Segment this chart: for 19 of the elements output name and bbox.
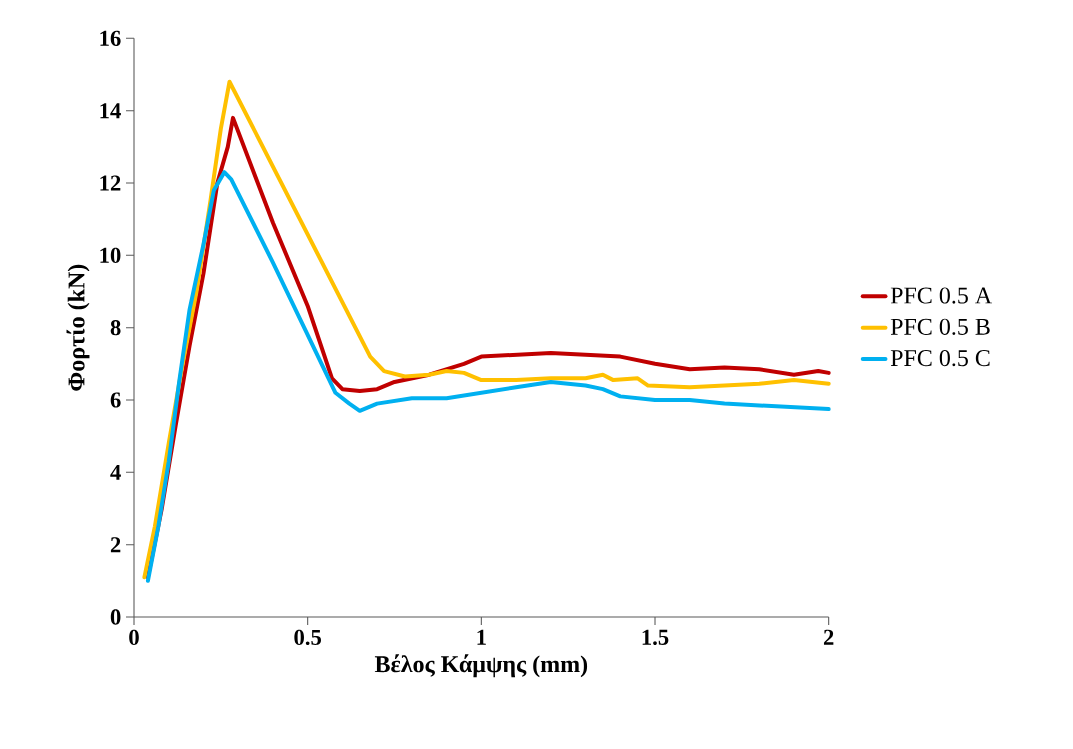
y-tick-label: 10 bbox=[100, 247, 121, 263]
x-tick-label: 0 bbox=[129, 629, 139, 646]
x-tick-label: 1.5 bbox=[642, 629, 669, 645]
legend-label: PFC 0.5 A bbox=[890, 287, 993, 304]
x-tick-label: 1 bbox=[477, 629, 486, 645]
x-tick-label: 0.5 bbox=[294, 629, 321, 646]
y-tick-label: 4 bbox=[110, 464, 121, 480]
y-tick-label: 6 bbox=[110, 392, 121, 408]
legend-label: PFC 0.5 C bbox=[890, 349, 990, 367]
legend-label: PFC 0.5 B bbox=[890, 318, 990, 335]
y-tick-label: 12 bbox=[100, 175, 121, 191]
y-axis-title: Φορτίο (kN) bbox=[66, 264, 90, 391]
x-tick-label: 2 bbox=[823, 629, 834, 645]
y-tick-label: 14 bbox=[100, 103, 121, 119]
y-tick-label: 16 bbox=[100, 30, 121, 46]
y-tick-label: 8 bbox=[110, 320, 121, 336]
y-tick-label: 0 bbox=[110, 609, 121, 625]
y-tick-label: 2 bbox=[110, 537, 121, 553]
x-axis-title: Βέλος Κάμψης (mm) bbox=[374, 654, 588, 678]
